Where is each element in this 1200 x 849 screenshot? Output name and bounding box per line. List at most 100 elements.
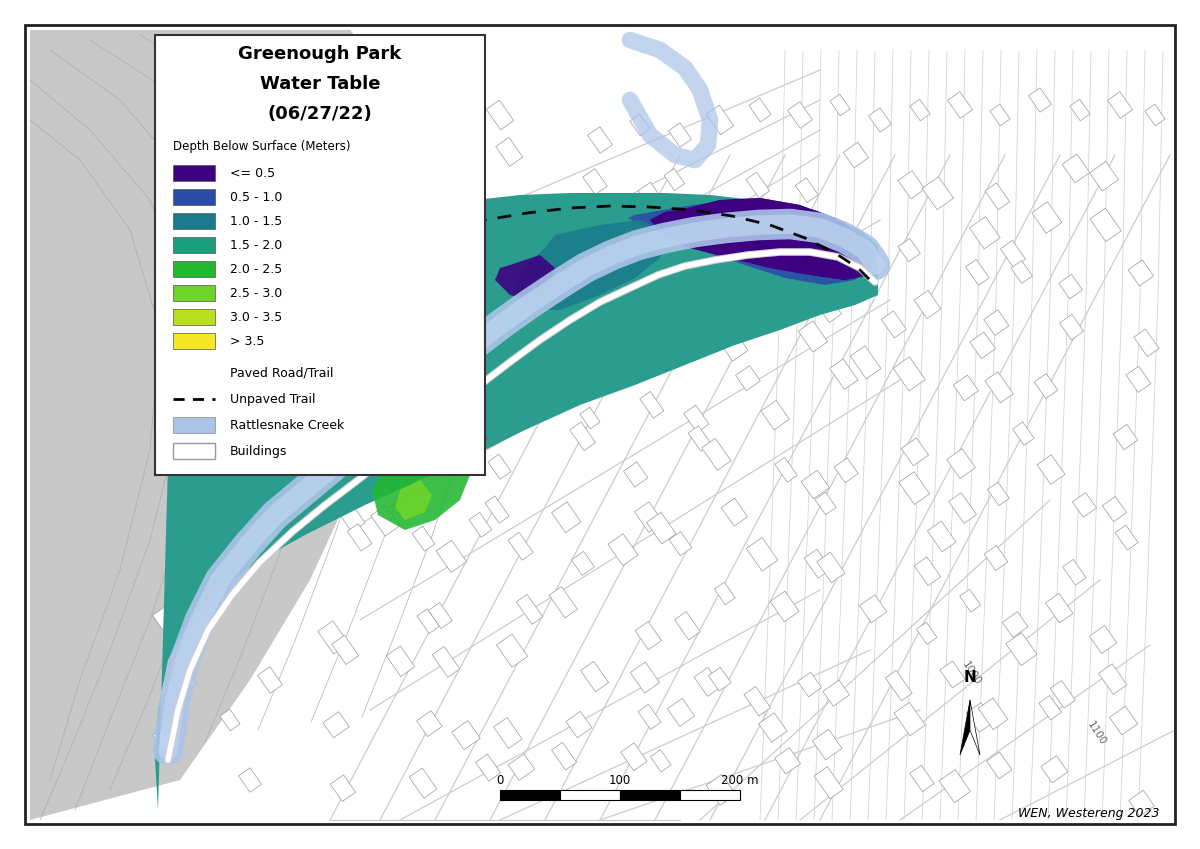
Polygon shape — [1050, 681, 1075, 708]
Polygon shape — [647, 512, 676, 544]
Polygon shape — [418, 234, 446, 265]
Polygon shape — [432, 646, 460, 678]
Polygon shape — [568, 303, 593, 329]
Text: Rattlesnake Creek: Rattlesnake Creek — [230, 419, 344, 431]
Polygon shape — [486, 100, 514, 130]
Polygon shape — [1063, 559, 1086, 585]
Polygon shape — [706, 774, 736, 805]
Polygon shape — [508, 532, 533, 560]
Polygon shape — [928, 521, 956, 552]
Polygon shape — [404, 127, 436, 162]
Polygon shape — [1110, 706, 1138, 735]
Polygon shape — [1058, 274, 1082, 299]
Polygon shape — [428, 603, 452, 628]
Bar — [173, 165, 215, 181]
Polygon shape — [1062, 154, 1090, 183]
Polygon shape — [898, 171, 925, 199]
Polygon shape — [620, 743, 647, 771]
Polygon shape — [368, 375, 460, 450]
Polygon shape — [970, 216, 1001, 249]
Polygon shape — [720, 331, 748, 361]
Polygon shape — [323, 711, 349, 738]
Polygon shape — [536, 363, 564, 393]
Polygon shape — [440, 306, 463, 331]
Polygon shape — [412, 526, 436, 551]
Polygon shape — [466, 419, 494, 450]
Text: Greenough Park: Greenough Park — [239, 45, 402, 63]
Polygon shape — [239, 767, 262, 792]
Polygon shape — [416, 609, 439, 633]
Polygon shape — [804, 549, 830, 578]
Polygon shape — [774, 284, 803, 313]
Polygon shape — [1032, 202, 1062, 233]
Text: <= 0.5: <= 0.5 — [230, 166, 275, 179]
Polygon shape — [869, 108, 892, 132]
Polygon shape — [220, 709, 240, 731]
Bar — [173, 309, 215, 325]
Text: 0: 0 — [497, 774, 504, 787]
Polygon shape — [802, 470, 829, 499]
Polygon shape — [940, 769, 971, 802]
Polygon shape — [488, 269, 516, 300]
Polygon shape — [1098, 664, 1127, 694]
Polygon shape — [641, 290, 665, 316]
Text: 1000: 1000 — [960, 660, 983, 687]
Polygon shape — [746, 537, 778, 571]
Polygon shape — [949, 492, 977, 523]
Polygon shape — [736, 366, 761, 391]
Polygon shape — [1103, 497, 1127, 521]
Polygon shape — [899, 472, 930, 504]
Text: Unpaved Trail: Unpaved Trail — [230, 392, 316, 406]
Polygon shape — [650, 198, 875, 280]
Text: 1.5 - 2.0: 1.5 - 2.0 — [230, 239, 282, 251]
Polygon shape — [496, 138, 523, 166]
Text: Paved Road/Trail: Paved Road/Trail — [230, 367, 334, 380]
Polygon shape — [1039, 695, 1061, 720]
Polygon shape — [552, 742, 576, 770]
Polygon shape — [727, 216, 751, 241]
Polygon shape — [347, 282, 373, 308]
Polygon shape — [475, 754, 500, 781]
Polygon shape — [948, 92, 972, 118]
Polygon shape — [592, 237, 620, 267]
Polygon shape — [1073, 492, 1097, 517]
Polygon shape — [787, 102, 812, 128]
Polygon shape — [985, 183, 1009, 210]
Text: (06/27/22): (06/27/22) — [268, 105, 372, 123]
Polygon shape — [515, 220, 665, 310]
Polygon shape — [667, 699, 695, 727]
Polygon shape — [1112, 424, 1138, 450]
Bar — [500, 790, 560, 800]
Polygon shape — [707, 105, 733, 135]
Bar — [560, 790, 620, 800]
Text: 3.0 - 3.5: 3.0 - 3.5 — [230, 311, 282, 323]
Polygon shape — [901, 438, 929, 466]
Bar — [680, 790, 740, 800]
Polygon shape — [436, 540, 467, 572]
Polygon shape — [917, 622, 937, 644]
Bar — [173, 333, 215, 349]
Polygon shape — [1070, 99, 1090, 121]
Polygon shape — [155, 193, 878, 810]
Polygon shape — [469, 513, 492, 537]
Polygon shape — [1013, 422, 1034, 446]
Polygon shape — [581, 661, 608, 692]
Polygon shape — [174, 668, 197, 692]
Polygon shape — [30, 30, 450, 820]
Polygon shape — [472, 258, 499, 287]
Polygon shape — [914, 557, 941, 586]
Polygon shape — [816, 232, 841, 260]
Polygon shape — [649, 327, 677, 356]
Polygon shape — [966, 703, 995, 732]
Polygon shape — [970, 700, 980, 755]
Bar — [173, 417, 215, 433]
Polygon shape — [686, 257, 710, 284]
Polygon shape — [1145, 104, 1165, 126]
Polygon shape — [1134, 329, 1159, 357]
Polygon shape — [761, 401, 790, 430]
Polygon shape — [258, 666, 282, 694]
Polygon shape — [851, 346, 881, 379]
Polygon shape — [844, 143, 869, 168]
Text: WEN, Westereng 2023: WEN, Westereng 2023 — [1019, 807, 1160, 820]
Polygon shape — [985, 372, 1013, 403]
